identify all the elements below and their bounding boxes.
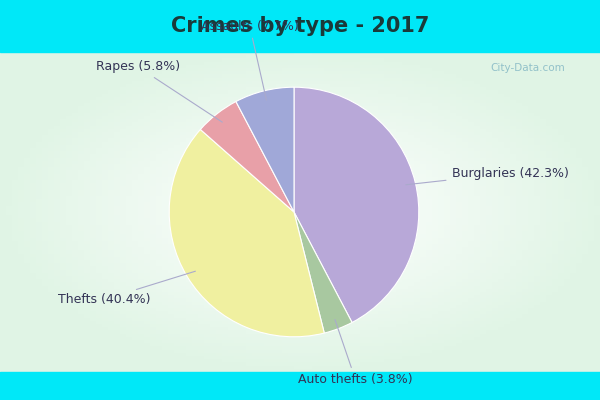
- Wedge shape: [294, 212, 352, 333]
- Bar: [0, 0, 600, 52]
- Text: City-Data.com: City-Data.com: [491, 63, 565, 73]
- Text: Rapes (5.8%): Rapes (5.8%): [96, 60, 222, 122]
- Wedge shape: [169, 130, 324, 337]
- Wedge shape: [200, 102, 294, 212]
- Wedge shape: [236, 87, 294, 212]
- Text: Thefts (40.4%): Thefts (40.4%): [58, 271, 196, 306]
- Text: Crimes by type - 2017: Crimes by type - 2017: [171, 16, 429, 36]
- Bar: [0, 372, 600, 400]
- Text: Burglaries (42.3%): Burglaries (42.3%): [406, 167, 568, 185]
- Text: Auto thefts (3.8%): Auto thefts (3.8%): [298, 320, 413, 386]
- Wedge shape: [294, 87, 419, 322]
- Text: Assaults (7.7%): Assaults (7.7%): [201, 20, 299, 100]
